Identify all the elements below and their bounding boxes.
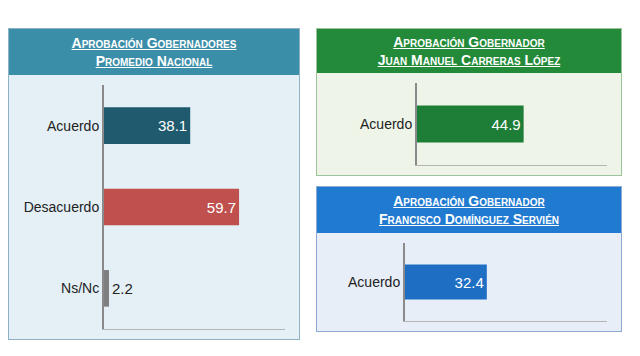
svg-text:59.7: 59.7 [207,199,236,216]
svg-text:Acuerdo: Acuerdo [360,116,412,132]
html-text:Promedio Nacional: Promedio Nacional [95,53,213,69]
svg-text:38.1: 38.1 [158,117,187,134]
svg-text:Acuerdo: Acuerdo [47,118,99,134]
svg-text:Ns/Nc: Ns/Nc [61,280,99,296]
svg-text:32.4: 32.4 [455,274,484,291]
svg-text:Acuerdo: Acuerdo [348,274,400,290]
html-text:Juan Manuel Carreras López: Juan Manuel Carreras López [377,52,561,68]
svg-text:44.9: 44.9 [491,116,520,133]
html-text:Aprobación Gobernadores: Aprobación Gobernadores [71,35,237,51]
svg-text:2.2: 2.2 [112,280,133,297]
html-text:Aprobación Gobernador: Aprobación Gobernador [393,193,545,209]
svg-text:Desacuerdo: Desacuerdo [24,199,100,215]
html-text:Aprobación Gobernador: Aprobación Gobernador [393,34,545,50]
html-text:Francisco Domínguez Servién: Francisco Domínguez Servién [379,211,559,227]
